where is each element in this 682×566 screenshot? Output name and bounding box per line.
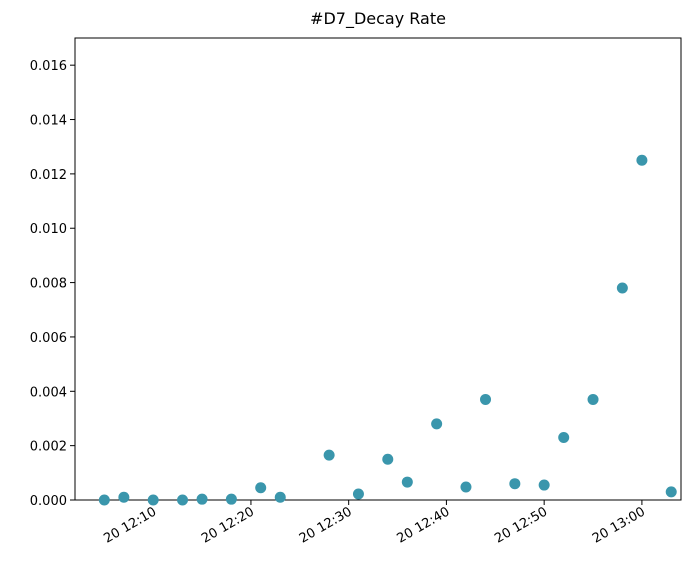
point xyxy=(352,488,364,500)
x-tick-label: 20 12:20 xyxy=(199,504,257,546)
y-tick-label: 0.014 xyxy=(30,114,67,129)
y-tick-label: 0.012 xyxy=(30,168,67,183)
point xyxy=(382,453,394,465)
point xyxy=(431,418,443,430)
plot-frame xyxy=(74,37,682,501)
point xyxy=(558,431,570,443)
point xyxy=(323,449,335,461)
point xyxy=(196,493,208,505)
point xyxy=(636,154,648,166)
point xyxy=(509,478,521,490)
point xyxy=(147,494,159,506)
x-tick-label: 20 12:30 xyxy=(297,504,355,546)
point xyxy=(401,476,413,488)
point xyxy=(480,393,492,405)
y-tick-label: 0.004 xyxy=(30,385,67,400)
y-tick-label: 0.010 xyxy=(30,222,67,237)
y-tick-label: 0.000 xyxy=(30,494,67,509)
point xyxy=(98,494,110,506)
point xyxy=(177,494,189,506)
y-tick-label: 0.016 xyxy=(30,59,67,74)
point xyxy=(538,479,550,491)
x-tick-label: 20 13:00 xyxy=(590,504,648,546)
y-tick-label: 0.002 xyxy=(30,440,67,455)
y-tick-label: 0.008 xyxy=(30,277,67,292)
point xyxy=(460,481,472,493)
point xyxy=(255,482,267,494)
point xyxy=(225,493,237,505)
point xyxy=(587,393,599,405)
chart-title: #D7_Decay Rate xyxy=(310,9,446,29)
point xyxy=(274,491,286,503)
x-tick-label: 20 12:40 xyxy=(395,504,453,546)
y-tick-label: 0.006 xyxy=(30,331,67,346)
point xyxy=(665,486,677,498)
point xyxy=(118,491,130,503)
x-tick-label: 20 12:10 xyxy=(101,504,159,546)
point xyxy=(616,282,628,294)
x-tick-label: 20 12:50 xyxy=(492,504,550,546)
